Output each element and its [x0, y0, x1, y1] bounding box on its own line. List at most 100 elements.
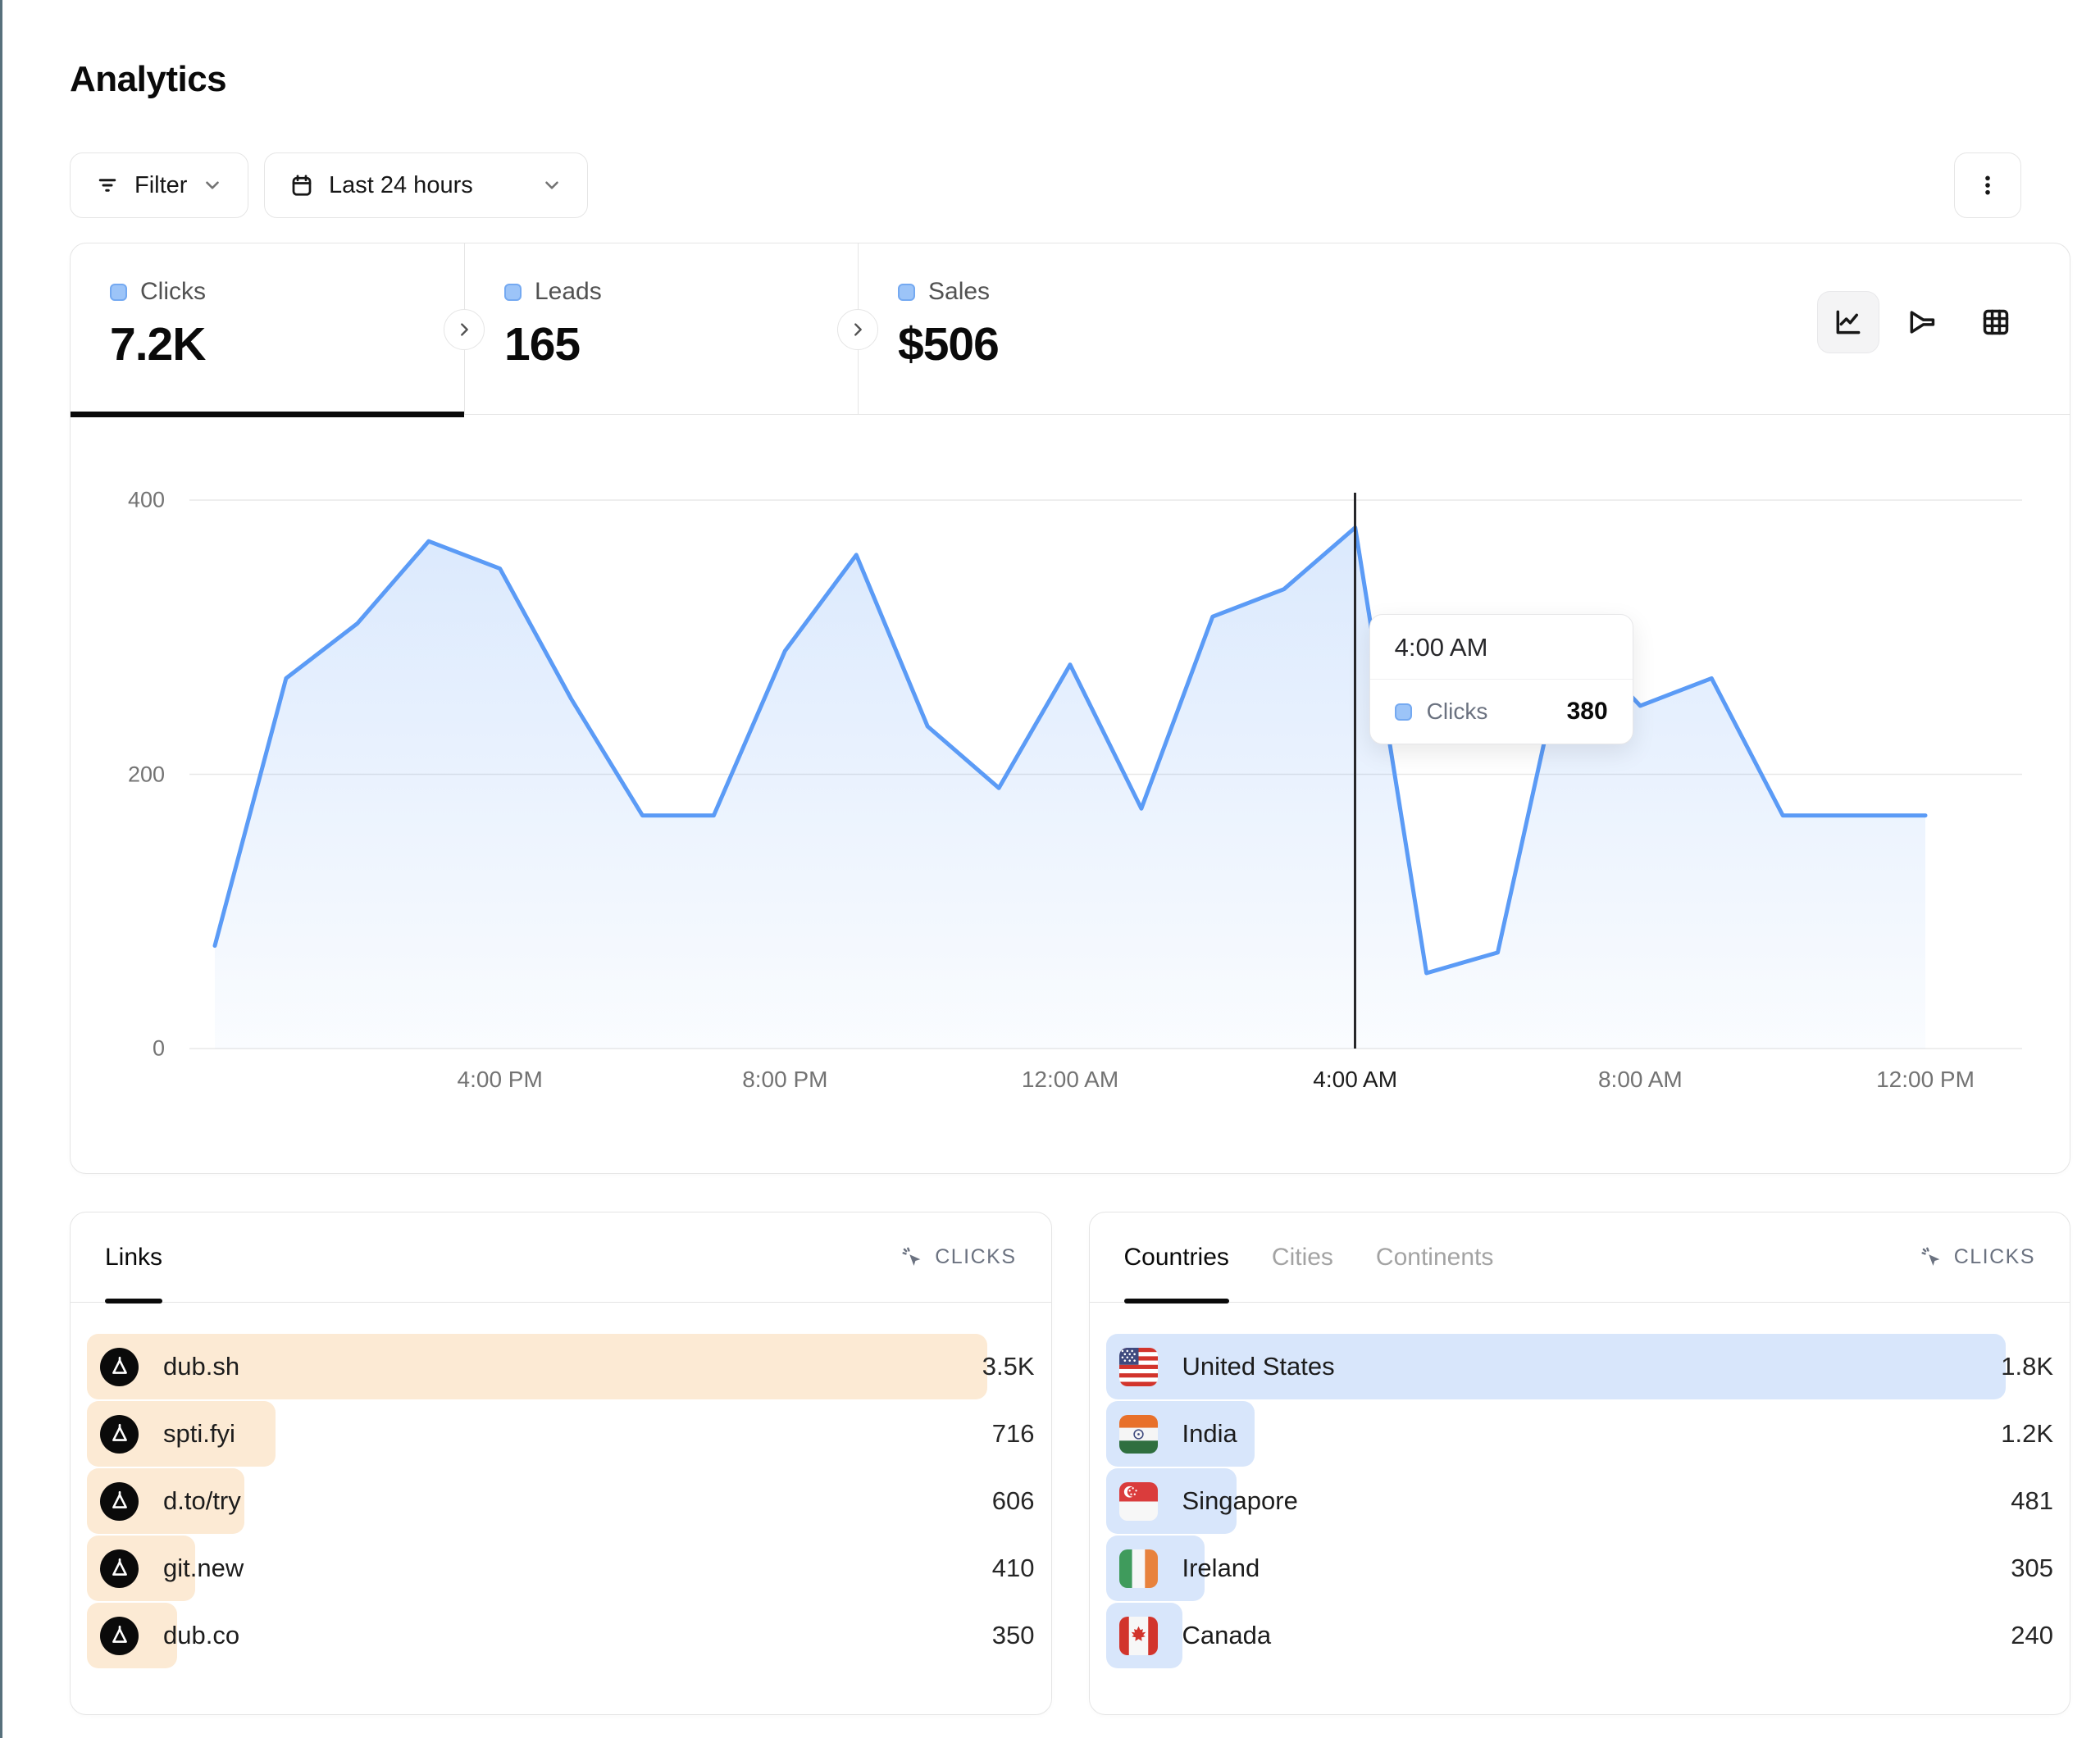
metric-tab-clicks[interactable]: Clicks 7.2K [71, 243, 464, 417]
metric-value: 7.2K [110, 318, 206, 371]
analytics-page: Analytics Filter Last 24 hours [70, 0, 2070, 1715]
funnel-icon [1906, 307, 1938, 338]
y-tick-label: 0 [152, 1035, 165, 1061]
window-edge-strip [0, 0, 2, 1738]
metric-value: 165 [504, 318, 581, 371]
tab-cities[interactable]: Cities [1271, 1243, 1333, 1271]
analytics-chart-card: Clicks 7.2K Leads 165 Sales $506 [70, 243, 2070, 1174]
filter-button[interactable]: Filter [70, 152, 249, 218]
row-value: 350 [991, 1621, 1035, 1649]
row-label: dub.co [163, 1621, 240, 1649]
page-title: Analytics [70, 59, 227, 99]
tooltip-series-label: Clicks [1426, 698, 1488, 724]
singapore-flag-icon [1118, 1481, 1158, 1521]
x-tick-label: 8:00 AM [1597, 1067, 1683, 1092]
area-chart-plot [189, 499, 2022, 1049]
metric-value: $506 [898, 318, 1000, 371]
value-bar [87, 1334, 987, 1399]
countries_panel-row[interactable]: Canada 240 [1105, 1603, 2053, 1669]
y-tick-label: 200 [127, 762, 165, 786]
metrics-row: Clicks 7.2K Leads 165 Sales $506 [71, 243, 2070, 417]
dub-logo-icon [100, 1347, 139, 1386]
row-value: 240 [2011, 1621, 2053, 1649]
funnel-view-button[interactable] [1891, 291, 1953, 353]
tooltip-value: 380 [1566, 698, 1608, 725]
clicks-legend-icon [1394, 703, 1412, 721]
countries_panel-row[interactable]: United States 1.8K [1105, 1334, 2053, 1400]
ireland-flag-icon [1118, 1549, 1158, 1588]
x-tick-label: 4:00 PM [457, 1067, 543, 1092]
table-view-button[interactable] [1965, 291, 2027, 353]
value-bar [1105, 1334, 2006, 1399]
filter-icon [95, 173, 120, 198]
links_panel-row[interactable]: dub.sh 3.5K [87, 1334, 1035, 1400]
x-tick-label: 4:00 AM [1313, 1067, 1398, 1092]
chevron-down-icon [202, 175, 223, 196]
links_panel-row[interactable]: spti.fyi 716 [87, 1401, 1035, 1467]
links_panel-row[interactable]: dub.co 350 [87, 1603, 1035, 1669]
row-value: 481 [2011, 1486, 2053, 1515]
dub-logo-icon [100, 1616, 139, 1655]
toolbar: Filter Last 24 hours [70, 152, 2070, 218]
row-value: 305 [2011, 1554, 2053, 1582]
chevron-down-icon [541, 175, 563, 196]
countries_panel-row[interactable]: Singapore 481 [1105, 1468, 2053, 1535]
clicks-timeseries-chart[interactable]: 0 200 400 4:00 PM 8:00 PM 12:00 AM 4:00 AM 8:0… [71, 415, 2071, 1136]
clicks-line [212, 525, 1928, 976]
india-flag-icon [1118, 1414, 1158, 1454]
canada-flag-icon [1118, 1616, 1158, 1655]
links-list: dub.sh 3.5K spti.fyi 716 d.to/try 606 git.new 4… [71, 1303, 1051, 1670]
line-chart-view-button[interactable] [1817, 291, 1879, 353]
expand-metric-button[interactable] [837, 309, 878, 350]
row-label: Singapore [1182, 1486, 1298, 1515]
hover-crosshair-line [1354, 493, 1357, 1049]
date-range-button[interactable]: Last 24 hours [264, 152, 588, 218]
more-options-button[interactable] [1954, 152, 2021, 218]
x-tick-label: 12:00 AM [1021, 1067, 1119, 1092]
calendar-icon [289, 173, 314, 198]
row-value: 716 [991, 1419, 1035, 1448]
tab-links[interactable]: Links [105, 1213, 163, 1304]
grid-table-icon [1980, 307, 2011, 338]
sales-legend-icon [898, 283, 915, 301]
cursor-click-icon [1920, 1245, 1944, 1270]
row-label: git.new [163, 1554, 244, 1582]
sort-label-text: CLICKS [1953, 1245, 2035, 1268]
tab-countries[interactable]: Countries [1123, 1213, 1230, 1304]
tab-continents[interactable]: Continents [1375, 1243, 1494, 1271]
countries_panel-row[interactable]: Ireland 305 [1105, 1536, 2053, 1602]
countries_panel-row[interactable]: India 1.2K [1105, 1401, 2053, 1467]
area-fill [215, 527, 1925, 1049]
row-value: 1.2K [2001, 1419, 2053, 1448]
metric-tab-sales[interactable]: Sales $506 [858, 243, 2070, 414]
chart-view-toolbar [1817, 291, 2027, 353]
row-value: 3.5K [982, 1352, 1035, 1381]
date-range-label: Last 24 hours [329, 171, 473, 198]
countries-panel: Countries Cities Continents CLICKS Unite… [1088, 1212, 2070, 1715]
chart-tooltip: 4:00 AM Clicks 380 [1369, 614, 1633, 744]
row-label: dub.sh [163, 1352, 240, 1381]
row-label: spti.fyi [163, 1419, 235, 1448]
metric-label: Clicks [140, 278, 206, 305]
dub-logo-icon [100, 1549, 139, 1588]
links-panel: Links CLICKS dub.sh 3.5K spti.fyi 716 d.to/t… [70, 1212, 1052, 1715]
metric-label: Sales [928, 278, 991, 305]
metric-tab-leads[interactable]: Leads 165 [464, 243, 858, 414]
links_panel-row[interactable]: d.to/try 606 [87, 1468, 1035, 1535]
metric-label: Leads [535, 278, 602, 305]
row-label: d.to/try [163, 1486, 241, 1515]
dub-logo-icon [100, 1414, 139, 1454]
row-value: 606 [991, 1486, 1035, 1515]
links-sort-by-clicks[interactable]: CLICKS [900, 1245, 1016, 1270]
row-label: Canada [1182, 1621, 1272, 1649]
breakdown-panels: Links CLICKS dub.sh 3.5K spti.fyi 716 d.to/t… [70, 1212, 2070, 1715]
countries-list: United States 1.8K India 1.2K Singapore 481 Ir… [1090, 1303, 2070, 1670]
bar-track [87, 1334, 987, 1399]
expand-metric-button[interactable] [444, 309, 485, 350]
sort-label-text: CLICKS [935, 1245, 1017, 1268]
cursor-click-icon [900, 1245, 925, 1270]
line-chart-icon [1833, 307, 1864, 338]
links_panel-row[interactable]: git.new 410 [87, 1536, 1035, 1602]
bar-track [1105, 1334, 2006, 1399]
countries-sort-by-clicks[interactable]: CLICKS [1920, 1245, 2035, 1270]
